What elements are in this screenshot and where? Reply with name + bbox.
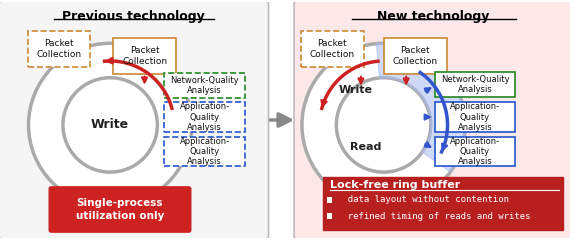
- Text: Network-Quality
Analysis: Network-Quality Analysis: [441, 75, 509, 94]
- Text: Network-Quality
Analysis: Network-Quality Analysis: [171, 76, 239, 95]
- FancyBboxPatch shape: [164, 137, 245, 166]
- Text: Application-
Quality
Analysis: Application- Quality Analysis: [179, 102, 230, 132]
- Text: New technology: New technology: [376, 10, 489, 23]
- Text: Packet
Collection: Packet Collection: [393, 46, 437, 66]
- FancyBboxPatch shape: [294, 1, 571, 239]
- FancyBboxPatch shape: [435, 72, 516, 97]
- FancyBboxPatch shape: [0, 1, 269, 239]
- Text: Application-
Quality
Analysis: Application- Quality Analysis: [450, 102, 500, 132]
- FancyBboxPatch shape: [27, 31, 90, 67]
- Circle shape: [28, 43, 192, 207]
- FancyBboxPatch shape: [435, 137, 516, 166]
- Bar: [327, 213, 332, 219]
- Text: Packet
Collection: Packet Collection: [122, 46, 167, 66]
- Bar: [327, 197, 332, 203]
- FancyBboxPatch shape: [322, 177, 563, 230]
- Text: Write: Write: [91, 118, 129, 132]
- FancyBboxPatch shape: [301, 31, 364, 67]
- Circle shape: [302, 43, 465, 207]
- FancyBboxPatch shape: [164, 73, 245, 98]
- FancyBboxPatch shape: [383, 38, 447, 74]
- Polygon shape: [376, 43, 465, 172]
- Text: refined timing of reads and writes: refined timing of reads and writes: [338, 212, 531, 221]
- Text: Read: Read: [350, 142, 382, 151]
- FancyBboxPatch shape: [435, 102, 516, 132]
- Text: Single-process
utilization only: Single-process utilization only: [76, 198, 164, 221]
- FancyBboxPatch shape: [49, 187, 191, 232]
- Circle shape: [336, 78, 431, 172]
- FancyBboxPatch shape: [164, 102, 245, 132]
- Text: Previous technology: Previous technology: [63, 10, 205, 23]
- Text: Write: Write: [339, 85, 373, 96]
- Text: Application-
Quality
Analysis: Application- Quality Analysis: [179, 137, 230, 166]
- Text: Lock-free ring buffer: Lock-free ring buffer: [331, 180, 461, 190]
- Text: Application-
Quality
Analysis: Application- Quality Analysis: [450, 137, 500, 166]
- Text: Packet
Collection: Packet Collection: [310, 40, 355, 59]
- Text: data layout without contention: data layout without contention: [338, 195, 509, 204]
- FancyBboxPatch shape: [113, 38, 176, 74]
- Text: Packet
Collection: Packet Collection: [37, 40, 82, 59]
- Circle shape: [63, 78, 157, 172]
